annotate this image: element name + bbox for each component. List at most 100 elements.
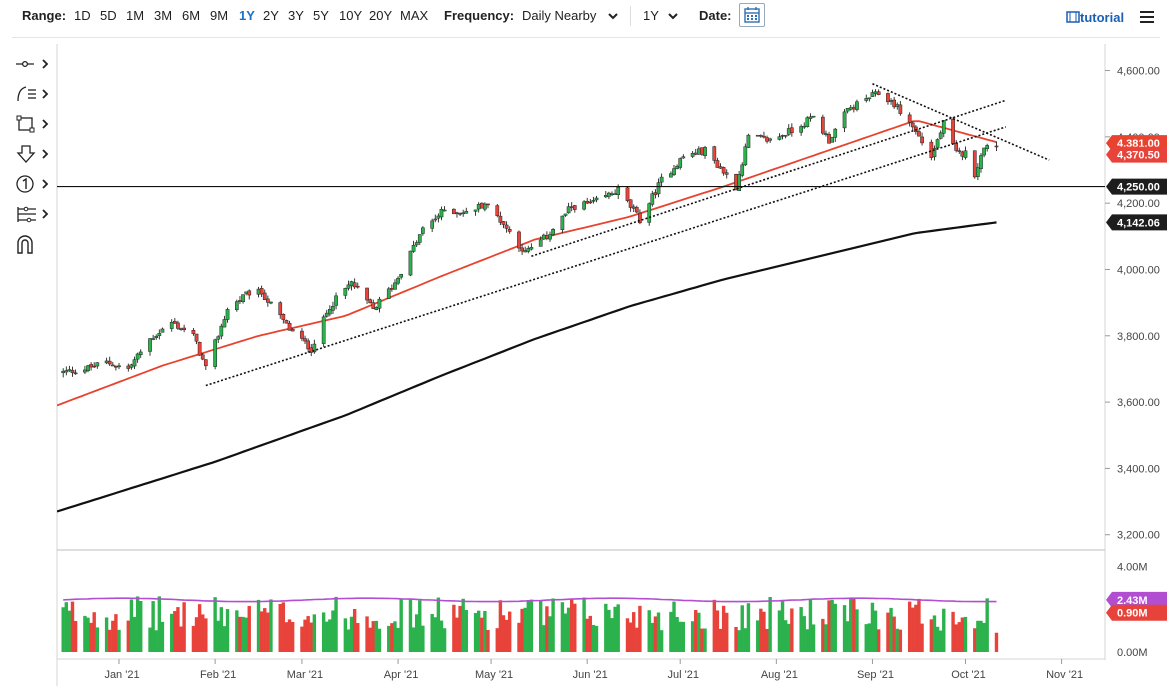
x-axis: Jan '21 Feb '21 Mar '21 Apr '21 May '21 Jun '… [104, 659, 1083, 681]
candle [219, 323, 224, 340]
range-button-9m[interactable]: 9M [210, 8, 229, 23]
candle [247, 289, 252, 300]
volume-bar [278, 603, 282, 652]
candle [830, 136, 834, 143]
y-tick-label: 3,800.00 [1117, 331, 1160, 343]
candle [845, 108, 850, 114]
range-button-3m[interactable]: 3M [154, 8, 173, 23]
candle [154, 334, 159, 340]
trend-line[interactable] [531, 99, 1007, 257]
volume-bar [963, 616, 968, 652]
candle [169, 319, 174, 332]
candle [582, 200, 586, 211]
candle [647, 202, 652, 226]
volume-bar [67, 610, 72, 652]
volume-bar [638, 605, 642, 652]
volume-average-label: 2.43M [1106, 591, 1167, 608]
candle [910, 121, 915, 131]
volume-bar [656, 612, 661, 652]
x-tick-label: Oct '21 [951, 669, 986, 681]
period-select[interactable]: 1Y [643, 8, 659, 23]
volume-bar [759, 608, 763, 652]
volume-bar [86, 617, 90, 652]
frequency-select[interactable]: Daily Nearby [522, 8, 597, 23]
range-button-6m[interactable]: 6M [182, 8, 201, 23]
volume-bar [83, 615, 87, 652]
candle [216, 335, 221, 344]
range-button-5y[interactable]: 5Y [313, 8, 329, 23]
trend-line[interactable] [205, 126, 1007, 387]
y-tick-label: 4,000.00 [1117, 264, 1160, 276]
volume-bar [148, 627, 152, 652]
number-marker-tool[interactable] [14, 173, 50, 195]
volume-bar [266, 612, 270, 652]
date-picker-button[interactable] [739, 3, 765, 27]
volume-bar [458, 605, 462, 652]
magnet-tool[interactable] [14, 233, 50, 255]
candle [659, 173, 664, 187]
candle [867, 97, 872, 102]
candle [864, 94, 869, 103]
rectangle-tool[interactable] [14, 113, 50, 135]
candle [523, 246, 528, 253]
volume-bar [895, 628, 899, 652]
range-button-10y[interactable]: 10Y [339, 8, 363, 23]
volume-bar [876, 629, 881, 652]
candle [824, 130, 828, 137]
volume-bar [160, 621, 165, 652]
tutorial-link[interactable]: tutorial [1066, 10, 1124, 25]
trend-lines-tool[interactable] [14, 83, 50, 105]
volume-bar [70, 601, 75, 652]
volume-bar [935, 626, 940, 652]
crosshair-tool[interactable] [14, 53, 50, 75]
range-button-20y[interactable]: 20Y [369, 8, 393, 23]
candle [138, 349, 143, 358]
volume-bar [830, 599, 834, 652]
trend-line[interactable] [872, 83, 1050, 161]
volume-bar [520, 608, 524, 652]
candle [343, 287, 348, 300]
volume-bar [650, 622, 655, 652]
x-tick-label: May '21 [475, 669, 513, 681]
candle [278, 301, 283, 319]
candle [73, 369, 78, 375]
candle [182, 324, 186, 333]
volume-bar [982, 622, 986, 652]
chevron-down-icon[interactable] [606, 9, 620, 23]
candle [681, 154, 686, 159]
volume-bar [421, 625, 425, 652]
trend-lines[interactable] [205, 83, 1050, 387]
candle [783, 134, 788, 139]
range-button-1m[interactable]: 1M [126, 8, 145, 23]
fibonacci-tool[interactable] [14, 203, 50, 225]
volume-bar [802, 616, 806, 652]
svg-text:4,250.00: 4,250.00 [1117, 182, 1160, 194]
candle [213, 338, 217, 370]
volume-bar [746, 603, 751, 652]
candle [86, 364, 90, 373]
range-button-3y[interactable]: 3Y [288, 8, 304, 23]
range-button-5d[interactable]: 5D [100, 8, 117, 23]
volume-bar [117, 629, 121, 652]
volume-bar [616, 604, 620, 652]
candle [331, 301, 335, 315]
range-button-2y[interactable]: 2Y [263, 8, 279, 23]
range-button-1d[interactable]: 1D [74, 8, 91, 23]
candle [566, 202, 571, 214]
range-button-max[interactable]: MAX [400, 8, 429, 23]
toolbar-separator [12, 37, 1160, 38]
candle [737, 170, 741, 192]
menu-icon[interactable] [1140, 11, 1154, 23]
range-button-1y[interactable]: 1Y [239, 8, 255, 23]
arrow-down-tool[interactable] [14, 143, 50, 165]
volume-bar [659, 630, 664, 652]
chevron-down-icon[interactable] [666, 9, 680, 23]
candle [442, 206, 447, 212]
candle [780, 134, 785, 140]
volume-bar [154, 630, 158, 652]
candle [979, 152, 983, 173]
candle [572, 204, 577, 213]
y-axis: 4,600.004,400.004,200.004,000.003,800.00… [1105, 66, 1160, 542]
volume-bar [613, 606, 617, 652]
